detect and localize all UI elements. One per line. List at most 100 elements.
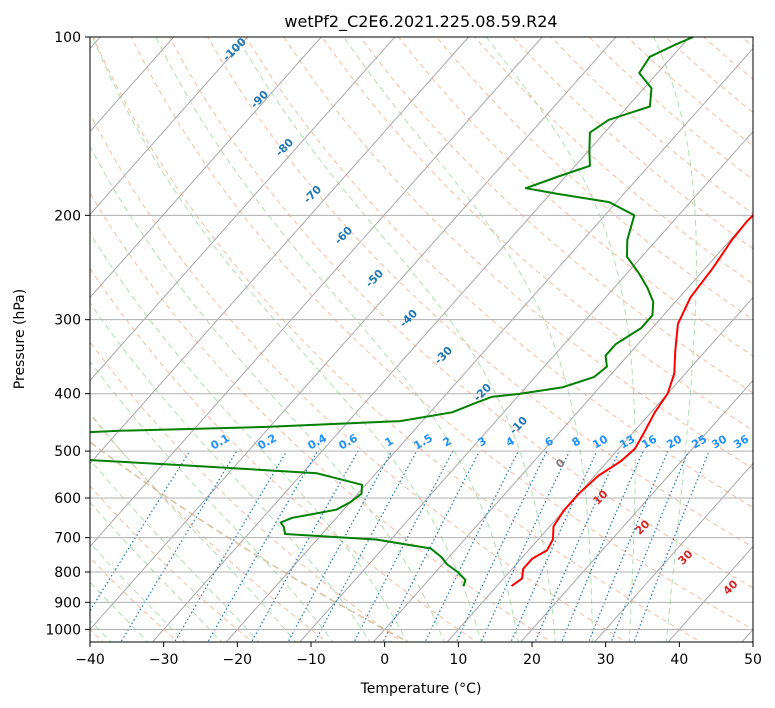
dry-adiabat: [207, 37, 753, 548]
isotherm: [90, 37, 175, 133]
dry-adiabat: [398, 37, 753, 357]
dry-adiabat: [436, 37, 753, 321]
x-tick-label: 40: [670, 652, 688, 668]
mixing-ratio-label: 0.2: [256, 431, 279, 452]
isotherm: [90, 37, 249, 216]
x-tick-label: 50: [744, 652, 762, 668]
x-tick-label: 10: [449, 652, 467, 668]
dry-adiabat: [90, 413, 328, 642]
mixing-ratio-line: [120, 450, 238, 642]
mixing-ratio-line: [480, 450, 571, 642]
isotherm: [90, 37, 470, 465]
isotherm: [90, 37, 396, 382]
positive-isotherm-label: 10: [591, 487, 611, 507]
positive-isotherm-label: 30: [676, 547, 696, 567]
y-axis-title: Pressure (hPa): [12, 289, 28, 389]
isotherm-label: -100: [220, 35, 249, 64]
mixing-ratio-label: 0.1: [209, 431, 232, 452]
isotherm-label: -50: [363, 267, 386, 290]
mixing-ratio-line: [455, 450, 548, 642]
dry-adiabat: [550, 37, 753, 215]
mixing-ratio-label: 2: [441, 434, 454, 449]
moist-adiabat: [90, 360, 334, 642]
mixing-ratio-line: [314, 450, 418, 642]
x-axis-title: Temperature (°C): [360, 681, 482, 697]
temperature-profile: [510, 213, 753, 587]
dry-adiabat: [283, 37, 753, 470]
dry-adiabat: [90, 341, 403, 642]
isotherm: [151, 37, 691, 642]
x-tick-label: −20: [223, 652, 253, 668]
mixing-ratio-line: [353, 450, 454, 642]
mixing-ratio-line: [561, 450, 644, 642]
isotherm: [593, 462, 753, 642]
dry-adiabat: [90, 112, 627, 642]
isotherm: [299, 130, 753, 642]
dry-adiabat: [90, 485, 254, 642]
mixing-ratio-label: 20: [664, 432, 684, 451]
mixing-ratio-label: 1.5: [412, 431, 435, 452]
isotherm: [90, 37, 617, 631]
mixing-ratio-line: [287, 450, 393, 642]
isotherm-label: -60: [332, 224, 355, 247]
moist-adiabat: [90, 301, 371, 642]
mixing-ratio-line: [382, 450, 480, 642]
isotherm: [446, 296, 753, 642]
mixing-ratio-line: [90, 450, 191, 612]
mixing-ratio-line: [534, 450, 620, 642]
mixing-ratio-label: 8: [570, 434, 583, 449]
isotherm: [741, 628, 753, 642]
y-tick-label: 500: [54, 444, 81, 460]
outer-dry-curve: [90, 441, 410, 642]
mixing-ratio-label: 1: [383, 434, 396, 449]
y-tick-label: 700: [54, 531, 81, 547]
moist-adiabat: [90, 145, 445, 642]
x-tick-label: 30: [597, 652, 615, 668]
isotherm: [372, 213, 753, 642]
mixing-ratio-label: 10: [590, 432, 610, 451]
isotherm-label: -10: [507, 414, 530, 437]
mixing-ratio-line: [588, 450, 669, 642]
x-tick-label: −40: [75, 652, 105, 668]
dry-adiabat: [321, 37, 753, 432]
dry-adiabat: [169, 37, 753, 589]
y-tick-label: 200: [54, 208, 81, 224]
x-tick-label: 20: [523, 652, 541, 668]
dry-adiabat: [512, 37, 753, 250]
moist-adiabat: [90, 458, 260, 642]
dewpoint-profile: [90, 37, 694, 587]
isotherm-label: -40: [397, 307, 420, 330]
y-tick-label: 800: [54, 565, 81, 581]
mixing-ratio-label: 0.6: [337, 431, 361, 452]
mixing-ratio-line: [610, 450, 689, 642]
isotherm-label: -80: [273, 136, 296, 159]
moist-adiabat: [91, 37, 482, 642]
y-tick-label: 1000: [45, 622, 81, 638]
mixing-ratio-label: 36: [731, 432, 751, 451]
y-tick-label: 300: [54, 313, 81, 329]
dry-adiabat: [92, 37, 702, 642]
mixing-ratio-label: 6: [543, 434, 556, 449]
moist-adiabat: [343, 37, 593, 642]
dry-adiabat: [130, 37, 753, 630]
x-tick-label: 0: [380, 652, 389, 668]
y-tick-label: 400: [54, 387, 81, 403]
mixing-ratio-label: 3: [476, 434, 489, 449]
isotherm: [520, 379, 753, 642]
mixing-ratio-label: 30: [709, 432, 729, 451]
x-tick-label: −30: [149, 652, 179, 668]
mixing-ratio-line: [173, 450, 288, 642]
positive-isotherm-label: 20: [633, 517, 653, 537]
isotherm: [90, 37, 543, 548]
isotherm: [90, 37, 322, 299]
moist-adiabat: [90, 232, 408, 642]
x-tick-label: −10: [296, 652, 326, 668]
isotherm: [225, 47, 753, 642]
chart-title: wetPf2_C2E6.2021.225.08.59.R24: [284, 12, 557, 32]
moist-adiabat: [90, 412, 297, 642]
mixing-ratio-label: 0.4: [306, 431, 330, 452]
mixing-ratio-line: [633, 450, 710, 642]
y-tick-label: 100: [54, 30, 81, 46]
y-tick-label: 900: [54, 595, 81, 611]
